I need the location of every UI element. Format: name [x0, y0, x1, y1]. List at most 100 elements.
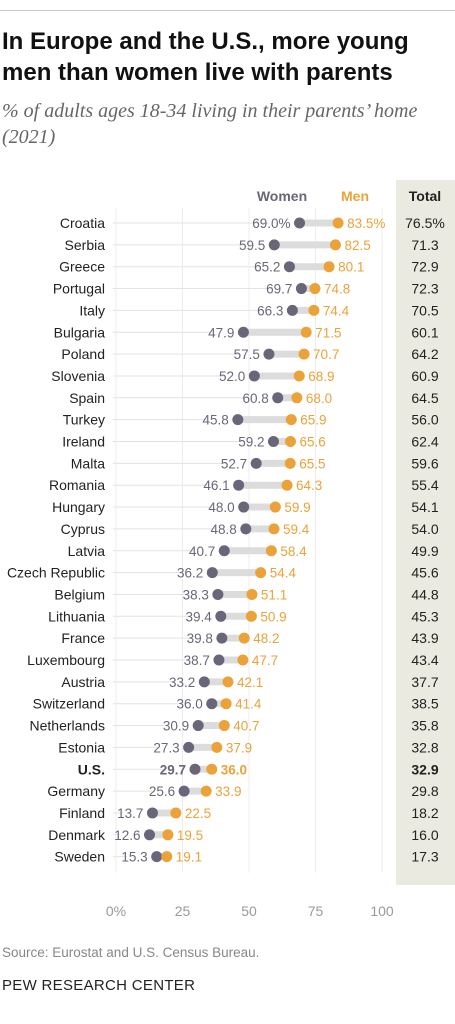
country-label: Serbia	[65, 237, 106, 253]
men-value-label: 65.6	[299, 435, 325, 450]
total-value-label: 70.5	[411, 302, 438, 318]
men-dot	[309, 283, 321, 295]
total-value-label: 54.1	[411, 499, 438, 515]
women-value-label: 38.7	[184, 653, 210, 668]
women-dot	[216, 632, 228, 644]
women-dot	[283, 261, 295, 273]
men-dot	[161, 851, 173, 863]
total-value-label: 59.6	[411, 455, 438, 471]
country-label: Sweden	[54, 849, 105, 865]
total-value-label: 32.9	[411, 761, 438, 777]
country-label: Lithuania	[48, 608, 105, 624]
x-tick-label: 50	[241, 903, 257, 919]
men-value-label: 22.5	[185, 806, 211, 821]
women-value-label: 52.7	[221, 456, 247, 471]
men-value-label: 41.4	[235, 697, 262, 712]
total-value-label: 72.3	[411, 281, 438, 297]
country-label: Luxembourg	[27, 652, 105, 668]
country-label: Hungary	[52, 499, 105, 515]
women-value-label: 40.7	[189, 544, 215, 559]
women-value-label: 48.0	[208, 500, 234, 515]
women-value-label: 39.8	[187, 631, 213, 646]
country-label: U.S.	[78, 761, 105, 777]
women-dot	[144, 829, 156, 841]
women-dot	[263, 348, 275, 360]
women-value-label: 47.9	[208, 325, 234, 340]
total-value-label: 71.3	[411, 237, 438, 253]
women-value-label: 60.8	[242, 391, 268, 406]
men-value-label: 47.7	[252, 653, 278, 668]
legend-men: Men	[341, 188, 369, 204]
country-label: Romania	[49, 477, 105, 493]
men-dot	[298, 348, 310, 360]
chart-subtitle: % of adults ages 18-34 living in their p…	[2, 100, 418, 148]
legend-total: Total	[409, 188, 441, 204]
women-dot	[248, 370, 260, 382]
men-value-label: 71.5	[315, 325, 341, 340]
country-label: Malta	[71, 455, 105, 471]
men-dot	[220, 698, 232, 710]
country-label: Austria	[61, 674, 105, 690]
women-dot	[215, 610, 227, 622]
total-value-label: 60.1	[411, 324, 438, 340]
men-value-label: 83.5%	[347, 216, 385, 231]
men-dot	[284, 457, 296, 469]
country-label: Germany	[47, 783, 105, 799]
men-dot	[222, 676, 234, 688]
women-value-label: 38.3	[183, 587, 209, 602]
total-value-label: 17.3	[411, 849, 438, 865]
men-dot	[200, 785, 212, 797]
country-label: Slovenia	[51, 368, 105, 384]
total-value-label: 76.5%	[405, 215, 445, 231]
women-dot	[189, 763, 201, 775]
women-dot	[250, 457, 262, 469]
women-value-label: 48.8	[211, 522, 237, 537]
men-dot	[308, 304, 320, 316]
country-label: Switzerland	[33, 696, 105, 712]
country-label: Belgium	[54, 586, 105, 602]
men-dot	[285, 414, 297, 426]
men-value-label: 80.1	[338, 260, 364, 275]
women-value-label: 27.3	[153, 740, 179, 755]
men-value-label: 74.4	[323, 303, 350, 318]
x-tick-label: 75	[308, 903, 324, 919]
men-value-label: 54.4	[270, 566, 297, 581]
men-dot	[206, 763, 218, 775]
men-dot	[281, 479, 293, 491]
women-dot	[192, 720, 204, 732]
women-dot	[146, 807, 158, 819]
source-note: Source: Eurostat and U.S. Census Bureau.	[2, 945, 260, 960]
total-value-label: 60.9	[411, 368, 438, 384]
total-value-label: 54.0	[411, 521, 438, 537]
total-value-label: 45.3	[411, 608, 438, 624]
country-label: Italy	[79, 302, 105, 318]
women-value-label: 65.2	[254, 260, 280, 275]
men-value-label: 58.4	[280, 544, 307, 559]
total-value-label: 44.8	[411, 586, 438, 602]
organization-name: PEW RESEARCH CENTER	[2, 977, 196, 994]
country-label: Czech Republic	[7, 565, 105, 581]
total-value-label: 72.9	[411, 259, 438, 275]
men-value-label: 74.8	[324, 282, 350, 297]
total-value-label: 56.0	[411, 412, 438, 428]
country-label: Estonia	[58, 739, 105, 755]
men-value-label: 68.0	[306, 391, 332, 406]
country-label: Turkey	[63, 412, 105, 428]
men-value-label: 42.1	[237, 675, 263, 690]
women-value-label: 30.9	[163, 719, 189, 734]
women-dot	[212, 588, 224, 600]
country-label: Spain	[69, 390, 105, 406]
men-dot	[293, 370, 305, 382]
women-value-label: 39.4	[186, 609, 213, 624]
men-dot	[255, 567, 267, 579]
men-value-label: 65.5	[299, 456, 325, 471]
total-value-label: 29.8	[411, 783, 438, 799]
total-column-background	[396, 180, 455, 885]
women-value-label: 29.7	[160, 762, 186, 777]
country-label: Poland	[61, 346, 105, 362]
country-label: France	[61, 630, 105, 646]
total-value-label: 18.2	[411, 805, 438, 821]
men-dot	[265, 545, 277, 557]
women-dot	[198, 676, 210, 688]
total-value-label: 62.4	[411, 434, 438, 450]
